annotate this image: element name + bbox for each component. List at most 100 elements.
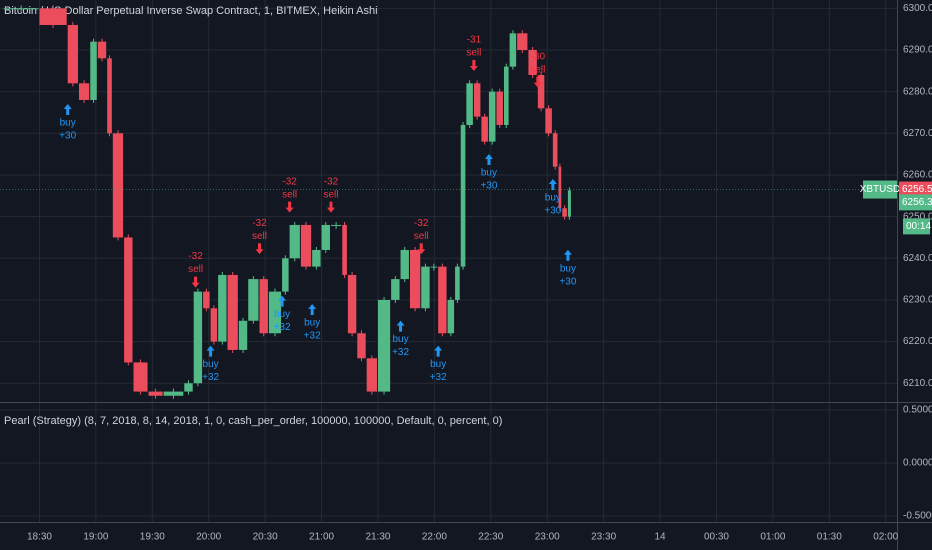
x-tick-label: 23:00 — [535, 532, 560, 543]
sell-arrow — [533, 76, 542, 88]
y-tick-label: 6220.0 — [903, 336, 932, 347]
candle — [496, 91, 503, 125]
candle — [330, 224, 342, 226]
buy-arrow — [278, 295, 287, 307]
signal-qty: -32 — [324, 176, 339, 187]
buy-arrow — [434, 345, 443, 357]
candle — [248, 279, 259, 321]
signal-side: sell — [466, 48, 481, 59]
candle — [503, 66, 509, 125]
y-tick-label: 6240.0 — [903, 253, 932, 264]
price-tag — [899, 194, 932, 211]
candle — [357, 333, 366, 359]
chart-title: Bitcoin / US Dollar Perpetual Inverse Sw… — [4, 5, 378, 17]
countdown-label: 00:14 — [906, 221, 931, 232]
candle — [300, 224, 312, 267]
y-tick-label: 6270.0 — [903, 128, 932, 139]
buy-arrow — [484, 153, 493, 165]
x-tick-label: 20:30 — [253, 532, 278, 543]
signal-side: buy — [560, 263, 576, 274]
candle — [148, 391, 163, 396]
x-tick-label: 20:00 — [196, 532, 221, 543]
candle — [567, 190, 571, 217]
signal-qty: -30 — [531, 51, 546, 62]
signal-side: buy — [203, 359, 219, 370]
signal-qty: -32 — [252, 218, 267, 229]
candle — [107, 58, 112, 134]
candle — [552, 133, 558, 167]
y-tick-label: 6250.0 — [903, 211, 932, 222]
candle — [97, 41, 107, 59]
candle — [481, 116, 488, 142]
grid — [0, 0, 897, 522]
x-tick-label: 19:30 — [140, 532, 165, 543]
candle — [391, 279, 400, 300]
buy-arrow — [548, 178, 557, 190]
x-tick-label: 01:00 — [760, 532, 785, 543]
y-tick-label: 6260.0 — [903, 170, 932, 181]
signal-qty: -32 — [188, 251, 203, 262]
candle — [268, 291, 282, 334]
price-tag — [899, 181, 932, 198]
signal-side: sell — [323, 189, 338, 200]
signal-side: buy — [274, 309, 290, 320]
x-tick-label: 00:30 — [704, 532, 729, 543]
x-tick-label: 22:00 — [422, 532, 447, 543]
x-tick-label: 23:30 — [591, 532, 616, 543]
signal-qty: +32 — [392, 347, 409, 358]
sell-arrow — [326, 201, 335, 213]
candle — [193, 291, 203, 384]
candle — [289, 224, 300, 259]
price-tag-label: 6256.3 — [902, 197, 932, 208]
signal-qty: +32 — [274, 322, 291, 333]
price-tag-label: 6256.5 — [902, 184, 932, 195]
candle — [203, 291, 210, 309]
y-tick-label: -0.5000 — [903, 511, 932, 522]
candle — [430, 266, 438, 268]
y-tick-label: 6300.0 — [903, 3, 932, 14]
signal-side: sell — [530, 64, 545, 75]
sell-arrow — [417, 243, 426, 255]
signal-qty: +32 — [430, 372, 447, 383]
candle — [377, 299, 391, 392]
y-tick-label: 6290.0 — [903, 45, 932, 56]
candle — [347, 274, 357, 334]
signal-qty: -32 — [282, 176, 297, 187]
candle — [210, 308, 218, 342]
candle — [163, 391, 184, 396]
x-tick-label: 02:00 — [873, 532, 898, 543]
signal-side: buy — [60, 118, 76, 129]
candle — [184, 383, 193, 392]
signal-side: sell — [188, 264, 203, 275]
candle — [39, 8, 67, 25]
candle — [537, 74, 545, 109]
y-tick-label: 6230.0 — [903, 295, 932, 306]
signal-side: sell — [282, 189, 297, 200]
signal-side: buy — [304, 318, 320, 329]
candle — [438, 266, 447, 334]
sell-arrow — [469, 59, 478, 71]
candle — [342, 224, 347, 275]
candle — [282, 258, 289, 292]
candle — [473, 83, 481, 117]
candle — [3, 8, 39, 10]
sell-arrow — [191, 276, 200, 288]
signal-qty: +30 — [480, 181, 497, 192]
signal-qty: -32 — [414, 218, 429, 229]
sell-arrow — [285, 201, 294, 213]
x-tick-label: 22:30 — [478, 532, 503, 543]
candle — [562, 208, 567, 217]
candle — [460, 124, 466, 267]
candle — [421, 266, 430, 309]
candle — [545, 108, 552, 134]
candle — [133, 362, 148, 392]
signal-qty: +30 — [559, 276, 576, 287]
signal-side: sell — [414, 231, 429, 242]
x-tick-label: 21:00 — [309, 532, 334, 543]
candle — [447, 299, 455, 334]
sell-arrow — [255, 243, 264, 255]
candle — [528, 49, 537, 75]
signal-qty: -31 — [467, 35, 482, 46]
candle — [312, 249, 321, 267]
